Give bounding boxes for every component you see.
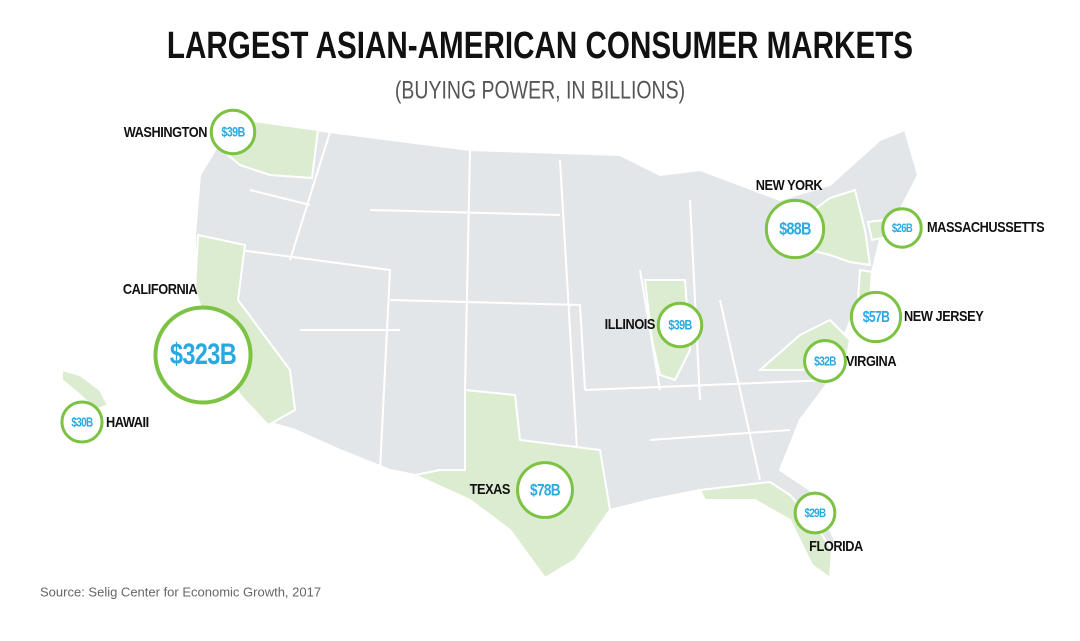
value-label: $39B bbox=[668, 317, 692, 332]
state-name: HAWAII bbox=[106, 413, 149, 430]
market-bubble bbox=[516, 461, 574, 519]
state-name: NEW JERSEY bbox=[904, 307, 984, 324]
value-label: $88B bbox=[779, 219, 810, 239]
market-bubble bbox=[881, 207, 923, 249]
title: LARGEST ASIAN-AMERICAN CONSUMER MARKETS bbox=[167, 25, 913, 67]
state-borders bbox=[239, 131, 831, 501]
value-label: $323B bbox=[170, 337, 237, 370]
subtitle: (BUYING POWER, IN BILLIONS) bbox=[395, 76, 685, 104]
market-bubble bbox=[60, 400, 104, 444]
market-bubble bbox=[209, 108, 257, 156]
source: Source: Selig Center for Economic Growth… bbox=[40, 584, 321, 599]
market-bubble bbox=[153, 305, 253, 405]
value-label: $30B bbox=[71, 416, 93, 429]
hawaii-shape bbox=[61, 368, 110, 412]
state-name: TEXAS bbox=[470, 480, 511, 497]
state-name: MASSACHUSSETTS bbox=[927, 218, 1044, 235]
state-name: VIRGINA bbox=[846, 352, 896, 369]
state-name: WASHINGTON bbox=[124, 123, 208, 140]
value-label: $32B bbox=[814, 355, 836, 368]
state-name: ILLINOIS bbox=[605, 315, 656, 332]
value-label: $26B bbox=[892, 222, 913, 235]
market-bubble bbox=[656, 301, 704, 349]
state-name: FLORIDA bbox=[809, 537, 863, 554]
state-name: NEW YORK bbox=[756, 176, 823, 193]
state-name: CALIFORNIA bbox=[123, 280, 198, 297]
market-bubble bbox=[793, 491, 837, 535]
value-label: $78B bbox=[530, 481, 560, 500]
market-bubble bbox=[803, 339, 847, 383]
value-label: $39B bbox=[221, 124, 245, 139]
market-bubble bbox=[764, 198, 826, 260]
texas-shape bbox=[411, 388, 612, 580]
market-bubble bbox=[849, 290, 903, 344]
markers: $39B WASHINGTON $323B CALIFORNIA $30B HAWAII $… bbox=[60, 108, 1045, 554]
value-label: $57B bbox=[863, 308, 890, 326]
value-label: $29B bbox=[805, 507, 827, 520]
